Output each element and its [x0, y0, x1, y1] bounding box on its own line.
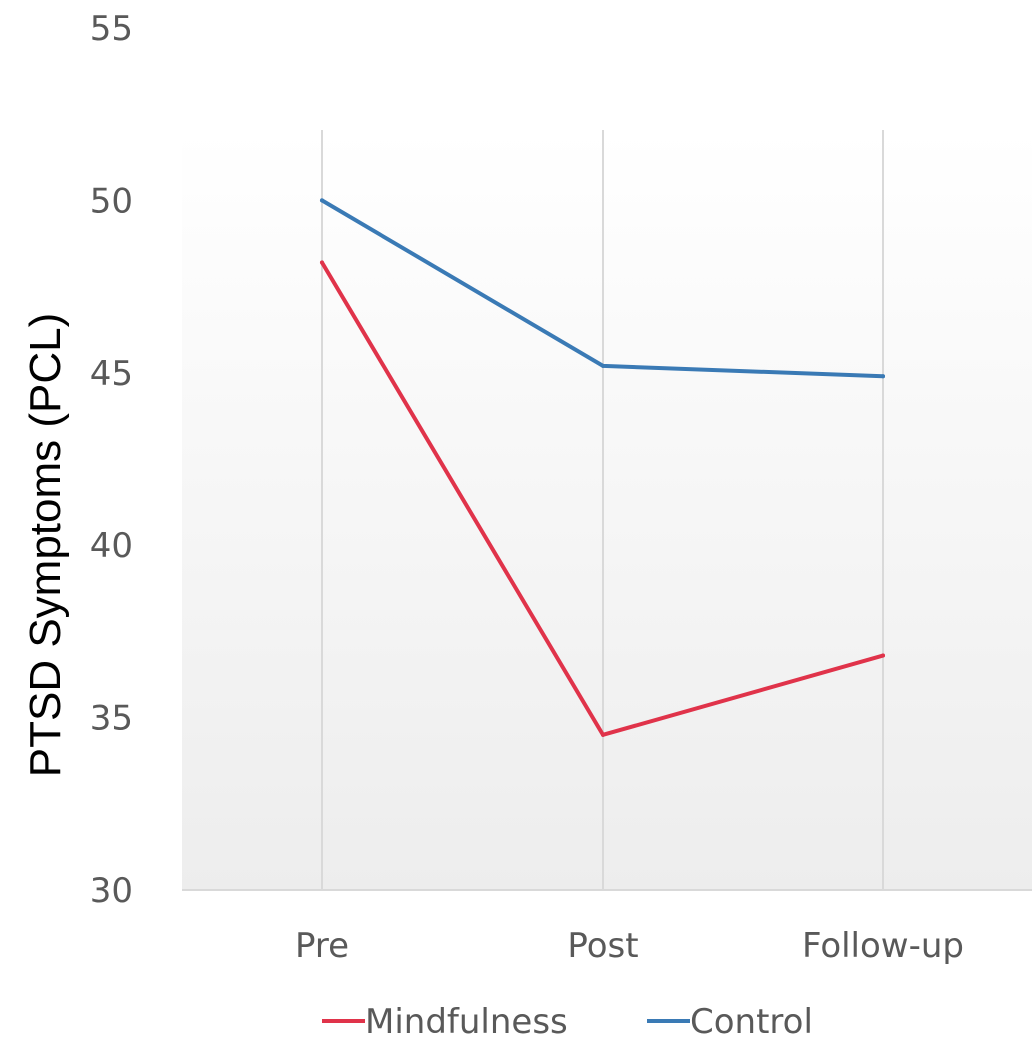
y-tick-label: 45: [90, 354, 133, 394]
data-point-control: [320, 198, 324, 203]
x-tick-label: Post: [567, 926, 638, 966]
data-point-mindfulness: [881, 653, 885, 658]
legend-label-control: Control: [690, 1002, 813, 1042]
data-point-control: [881, 374, 885, 379]
y-axis-ticks: 30 35 40 45 50 55: [90, 9, 133, 911]
grid-lines: [321, 130, 884, 890]
plot-background: [182, 130, 1032, 890]
y-axis-label: PTSD Symptoms (PCL): [21, 313, 70, 778]
data-point-mindfulness: [320, 260, 324, 265]
data-point-control: [601, 363, 605, 368]
y-tick-label: 40: [90, 526, 133, 566]
x-axis-ticks: Pre Post Follow-up: [295, 926, 964, 966]
data-point-mindfulness: [601, 732, 605, 737]
y-tick-label: 35: [90, 699, 133, 739]
legend: Mindfulness Control: [322, 1002, 813, 1042]
y-tick-label: 55: [90, 9, 133, 49]
series-lines: [320, 198, 885, 737]
y-tick-label: 50: [90, 181, 133, 221]
x-tick-label: Follow-up: [802, 926, 964, 966]
x-tick-label: Pre: [295, 926, 349, 966]
y-tick-label: 30: [90, 871, 133, 911]
legend-label-mindfulness: Mindfulness: [365, 1002, 568, 1042]
